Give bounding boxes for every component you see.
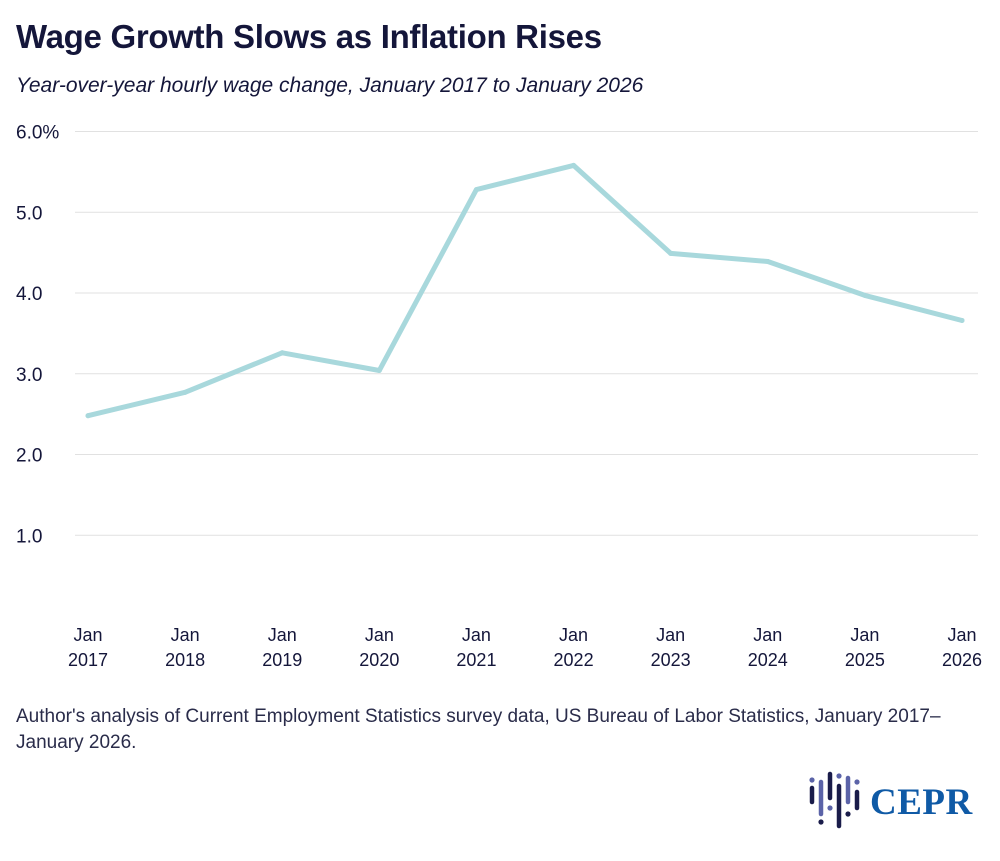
data-point [668,250,674,256]
y-axis-tick-labels: 1.0 2.0 3.0 4.0 5.0 6.0% [16,123,59,548]
x-tick-label: Jan 2022 [554,625,594,670]
data-point [862,292,868,298]
x-tick-label: Jan 2018 [165,625,205,670]
data-point [182,389,188,395]
data-point [279,350,285,356]
data-point [959,317,965,323]
series-group [85,162,965,419]
cepr-bars-logo-icon [809,771,860,829]
y-tick-label: 2.0 [16,446,42,467]
y-tick-label: 5.0 [16,203,42,224]
chart-subtitle: Year-over-year hourly wage change, Janua… [16,74,644,97]
x-axis-tick-labels: Jan 2017 Jan 2018 Jan 2019 Jan 2020 Jan 2021 Jan 20… [68,625,982,670]
x-tick-label: Jan 2021 [456,625,496,670]
data-point [571,162,577,168]
x-tick-label: Jan 2024 [748,625,788,670]
x-tick-label: Jan 2017 [68,625,108,670]
y-tick-label: 4.0 [16,284,42,305]
y-tick-label: 6.0% [16,123,59,144]
x-tick-label: Jan 2019 [262,625,302,670]
data-point [473,187,479,193]
y-tick-label: 3.0 [16,365,42,386]
x-tick-label: Jan 2026 [942,625,982,670]
data-point [376,368,382,374]
series-line [85,162,965,419]
x-tick-label: Jan 2025 [845,625,885,670]
x-tick-label: Jan 2023 [651,625,691,670]
data-point [765,259,771,265]
logo-wordmark: CEPR [870,782,973,823]
chart-title: Wage Growth Slows as Inflation Rises [16,18,602,55]
gridlines [75,131,978,536]
x-tick-label: Jan 2020 [359,625,399,670]
data-point [85,413,91,419]
source-note: Author's analysis of Current Employment … [16,706,941,753]
y-tick-label: 1.0 [16,526,42,547]
